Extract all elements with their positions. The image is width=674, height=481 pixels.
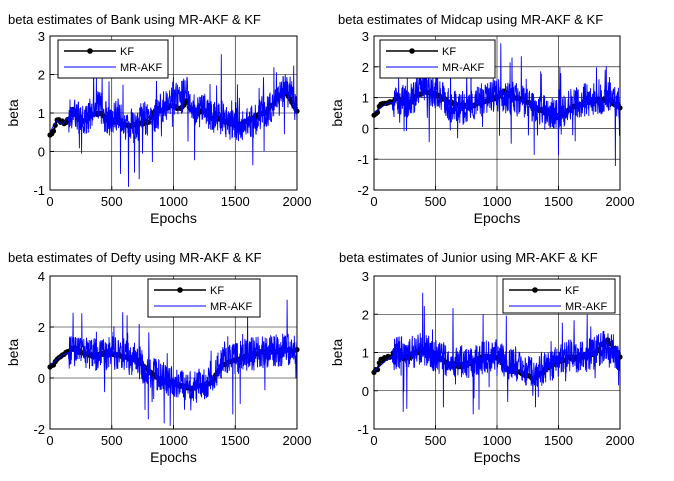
x-tick-label: 0 — [46, 433, 53, 448]
legend-label: KF — [120, 46, 134, 58]
y-tick-label: 2 — [38, 320, 45, 335]
x-tick-label: 2000 — [283, 433, 312, 448]
x-tick-label: 1500 — [544, 194, 573, 209]
chart-panel: beta estimates of Defty using MR-AKF & K… — [5, 250, 311, 465]
y-axis-label: beta — [5, 99, 21, 126]
y-tick-label: -2 — [33, 422, 45, 437]
x-axis-label: Epochs — [150, 210, 197, 226]
legend-swatch-kf-marker — [177, 287, 183, 293]
x-tick-label: 1500 — [221, 433, 250, 448]
x-axis-label: Epochs — [150, 449, 197, 465]
legend-label: MR-AKF — [565, 301, 607, 313]
x-tick-label: 2000 — [283, 194, 312, 209]
legend-box — [502, 278, 616, 314]
chart-panel: beta estimates of Junior using MR-AKF & … — [329, 250, 634, 465]
y-tick-label: 4 — [38, 269, 45, 284]
legend-label: KF — [442, 46, 456, 58]
y-axis-label: beta — [329, 99, 345, 126]
y-tick-label: 2 — [362, 60, 369, 75]
x-axis-label: Epochs — [474, 210, 521, 226]
x-tick-label: 0 — [46, 194, 53, 209]
y-tick-label: 3 — [362, 269, 369, 284]
y-tick-label: 1 — [38, 106, 45, 121]
chart-title: beta estimates of Junior using MR-AKF & … — [339, 250, 598, 265]
y-tick-label: -1 — [33, 183, 45, 198]
legend-box — [379, 39, 496, 79]
x-tick-label: 1500 — [221, 194, 250, 209]
x-tick-label: 500 — [101, 433, 123, 448]
x-tick-label: 1000 — [159, 433, 188, 448]
y-tick-label: 0 — [362, 384, 369, 399]
y-tick-label: 2 — [362, 307, 369, 322]
chart-title: beta estimates of Midcap using MR-AKF & … — [338, 12, 603, 27]
y-tick-label: 0 — [362, 121, 369, 136]
series-point-kf — [374, 367, 381, 373]
y-tick-label: 1 — [362, 346, 369, 361]
x-tick-label: 500 — [425, 433, 447, 448]
x-axis-label: Epochs — [474, 449, 521, 465]
y-tick-label: 3 — [38, 29, 45, 44]
series-line-mr-akf — [373, 43, 621, 167]
legend: KF MR-AKF — [379, 39, 496, 79]
legend-swatch-kf-marker — [87, 48, 93, 54]
legend-box — [57, 39, 169, 79]
x-tick-label: 500 — [425, 194, 447, 209]
legend-box — [147, 278, 261, 318]
x-tick-label: 0 — [370, 194, 377, 209]
series-line-mr-akf — [49, 299, 298, 426]
y-tick-label: 0 — [38, 371, 45, 386]
chart-title: beta estimates of Defty using MR-AKF & K… — [8, 250, 262, 265]
legend: KF MR-AKF — [147, 278, 261, 318]
series-point-kf — [50, 128, 57, 134]
y-tick-label: 2 — [38, 68, 45, 83]
x-tick-label: 1000 — [159, 194, 188, 209]
x-tick-label: 0 — [370, 433, 377, 448]
y-tick-label: 1 — [362, 91, 369, 106]
legend-swatch-kf-marker — [409, 48, 415, 54]
y-tick-label: -1 — [357, 422, 369, 437]
series-line-mr-akf — [49, 54, 298, 187]
x-tick-label: 1000 — [483, 194, 512, 209]
legend-swatch-kf-marker — [532, 287, 538, 293]
chart-panel: beta estimates of Bank using MR-AKF & KF… — [5, 12, 311, 226]
y-tick-label: -1 — [357, 152, 369, 167]
y-axis-label: beta — [5, 339, 21, 366]
legend: KF MR-AKF — [502, 278, 616, 314]
chart-panel: beta estimates of Midcap using MR-AKF & … — [329, 12, 634, 226]
legend-label: KF — [210, 285, 224, 297]
x-tick-label: 500 — [101, 194, 123, 209]
x-tick-label: 1000 — [483, 433, 512, 448]
x-tick-label: 1500 — [544, 433, 573, 448]
legend-label: MR-AKF — [120, 62, 162, 74]
chart-title: beta estimates of Bank using MR-AKF & KF — [8, 12, 261, 27]
legend-label: KF — [565, 285, 579, 297]
y-tick-label: -2 — [357, 183, 369, 198]
x-tick-label: 2000 — [606, 194, 635, 209]
legend-label: MR-AKF — [210, 301, 252, 313]
y-tick-label: 3 — [362, 29, 369, 44]
y-tick-label: 0 — [38, 145, 45, 160]
x-tick-label: 2000 — [606, 433, 635, 448]
series-line-mr-akf — [373, 292, 621, 415]
legend-label: MR-AKF — [442, 62, 484, 74]
y-axis-label: beta — [329, 339, 345, 366]
legend: KF MR-AKF — [57, 39, 169, 79]
